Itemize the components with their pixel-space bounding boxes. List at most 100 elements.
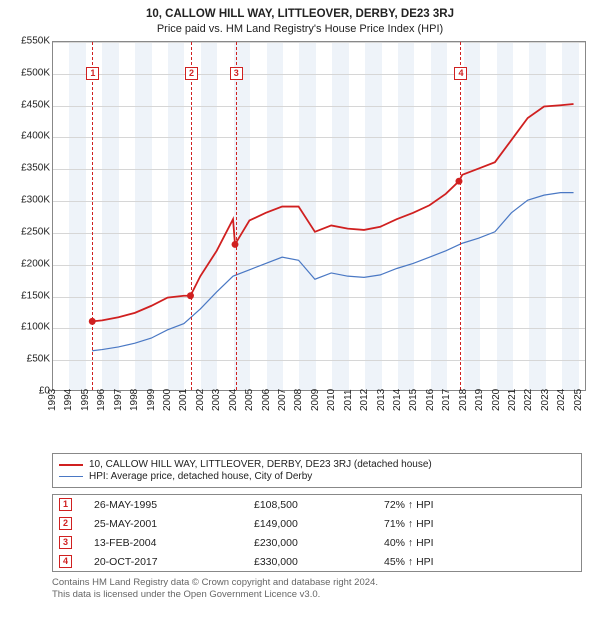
y-axis: £0£50K£100K£150K£200K£250K£300K£350K£400… bbox=[10, 41, 52, 391]
chart-title: 10, CALLOW HILL WAY, LITTLEOVER, DERBY, … bbox=[10, 8, 590, 20]
year-band bbox=[201, 42, 217, 390]
x-tick-label: 2017 bbox=[441, 389, 452, 411]
event-vline bbox=[460, 42, 461, 390]
x-tick-label: 2020 bbox=[491, 389, 502, 411]
y-tick-label: £250K bbox=[21, 226, 50, 237]
x-tick-label: 2009 bbox=[310, 389, 321, 411]
year-band bbox=[332, 42, 348, 390]
x-tick-label: 2008 bbox=[293, 389, 304, 411]
x-tick-label: 2000 bbox=[162, 389, 173, 411]
event-row-marker: 3 bbox=[59, 536, 72, 549]
year-band bbox=[267, 42, 283, 390]
legend-swatch bbox=[59, 464, 83, 466]
gridline bbox=[53, 265, 585, 266]
x-tick-label: 2002 bbox=[195, 389, 206, 411]
gridline bbox=[53, 201, 585, 202]
x-tick-label: 2014 bbox=[392, 389, 403, 411]
event-vline bbox=[236, 42, 237, 390]
x-tick-label: 2010 bbox=[326, 389, 337, 411]
x-tick-label: 2025 bbox=[573, 389, 584, 411]
chart-subtitle: Price paid vs. HM Land Registry's House … bbox=[10, 23, 590, 35]
gridline bbox=[53, 360, 585, 361]
legend-swatch bbox=[59, 476, 83, 477]
year-band bbox=[168, 42, 184, 390]
event-vline bbox=[191, 42, 192, 390]
year-band bbox=[365, 42, 381, 390]
event-row-marker: 2 bbox=[59, 517, 72, 530]
y-tick-label: £400K bbox=[21, 131, 50, 142]
x-tick-label: 2011 bbox=[343, 389, 354, 411]
x-tick-label: 1999 bbox=[146, 389, 157, 411]
event-price: £230,000 bbox=[254, 537, 384, 549]
x-tick-label: 1997 bbox=[113, 389, 124, 411]
event-marker: 4 bbox=[454, 67, 467, 80]
x-tick-label: 1998 bbox=[129, 389, 140, 411]
x-tick-label: 2004 bbox=[228, 389, 239, 411]
x-tick-label: 2021 bbox=[507, 389, 518, 411]
event-price: £149,000 bbox=[254, 518, 384, 530]
chart-container: 10, CALLOW HILL WAY, LITTLEOVER, DERBY, … bbox=[0, 0, 600, 605]
x-tick-label: 2019 bbox=[474, 389, 485, 411]
x-tick-label: 1994 bbox=[63, 389, 74, 411]
gridline bbox=[53, 42, 585, 43]
event-marker: 2 bbox=[185, 67, 198, 80]
chart-area: £0£50K£100K£150K£200K£250K£300K£350K£400… bbox=[10, 41, 590, 421]
year-band bbox=[135, 42, 151, 390]
x-tick-label: 2015 bbox=[408, 389, 419, 411]
legend: 10, CALLOW HILL WAY, LITTLEOVER, DERBY, … bbox=[52, 453, 582, 488]
x-tick-label: 2007 bbox=[277, 389, 288, 411]
gridline bbox=[53, 74, 585, 75]
x-tick-label: 2018 bbox=[458, 389, 469, 411]
gridline bbox=[53, 233, 585, 234]
x-tick-label: 2023 bbox=[540, 389, 551, 411]
event-marker: 1 bbox=[86, 67, 99, 80]
event-row: 420-OCT-2017£330,00045% ↑ HPI bbox=[53, 552, 581, 571]
y-tick-label: £300K bbox=[21, 195, 50, 206]
event-price: £330,000 bbox=[254, 556, 384, 568]
event-date: 25-MAY-2001 bbox=[94, 518, 254, 530]
year-band bbox=[431, 42, 447, 390]
year-band bbox=[464, 42, 480, 390]
gridline bbox=[53, 106, 585, 107]
x-tick-label: 2012 bbox=[359, 389, 370, 411]
year-band bbox=[299, 42, 315, 390]
event-pct: 71% ↑ HPI bbox=[384, 518, 514, 530]
event-pct: 72% ↑ HPI bbox=[384, 499, 514, 511]
gridline bbox=[53, 297, 585, 298]
year-band bbox=[102, 42, 118, 390]
x-tick-label: 2022 bbox=[523, 389, 534, 411]
legend-item: 10, CALLOW HILL WAY, LITTLEOVER, DERBY, … bbox=[59, 459, 575, 470]
event-row: 2 25-MAY-2001£149,00071% ↑ HPI bbox=[53, 514, 581, 533]
footer-line: Contains HM Land Registry data © Crown c… bbox=[52, 577, 590, 589]
year-band bbox=[529, 42, 545, 390]
legend-label: HPI: Average price, detached house, City… bbox=[89, 471, 312, 482]
event-table: 126-MAY-1995£108,50072% ↑ HPI 2 25-MAY-200… bbox=[52, 494, 582, 572]
year-band bbox=[562, 42, 578, 390]
event-pct: 45% ↑ HPI bbox=[384, 556, 514, 568]
y-tick-label: £50K bbox=[27, 354, 50, 365]
y-tick-label: £150K bbox=[21, 290, 50, 301]
event-row: 126-MAY-1995£108,50072% ↑ HPI bbox=[53, 495, 581, 514]
y-tick-label: £350K bbox=[21, 163, 50, 174]
footer-line: This data is licensed under the Open Gov… bbox=[52, 589, 590, 601]
x-tick-label: 2001 bbox=[178, 389, 189, 411]
gridline bbox=[53, 169, 585, 170]
event-vline bbox=[92, 42, 93, 390]
footer: Contains HM Land Registry data © Crown c… bbox=[52, 577, 590, 601]
event-date: 20-OCT-2017 bbox=[94, 556, 254, 568]
x-tick-label: 1993 bbox=[47, 389, 58, 411]
y-tick-label: £550K bbox=[21, 36, 50, 47]
x-tick-label: 2024 bbox=[556, 389, 567, 411]
x-tick-label: 1995 bbox=[80, 389, 91, 411]
year-band bbox=[69, 42, 85, 390]
y-tick-label: £200K bbox=[21, 258, 50, 269]
event-marker: 3 bbox=[230, 67, 243, 80]
event-price: £108,500 bbox=[254, 499, 384, 511]
gridline bbox=[53, 328, 585, 329]
x-tick-label: 1996 bbox=[96, 389, 107, 411]
event-row-marker: 1 bbox=[59, 498, 72, 511]
plot-area: 1 2 3 4 bbox=[52, 41, 586, 391]
year-band bbox=[497, 42, 513, 390]
y-tick-label: £100K bbox=[21, 322, 50, 333]
y-tick-label: £500K bbox=[21, 67, 50, 78]
